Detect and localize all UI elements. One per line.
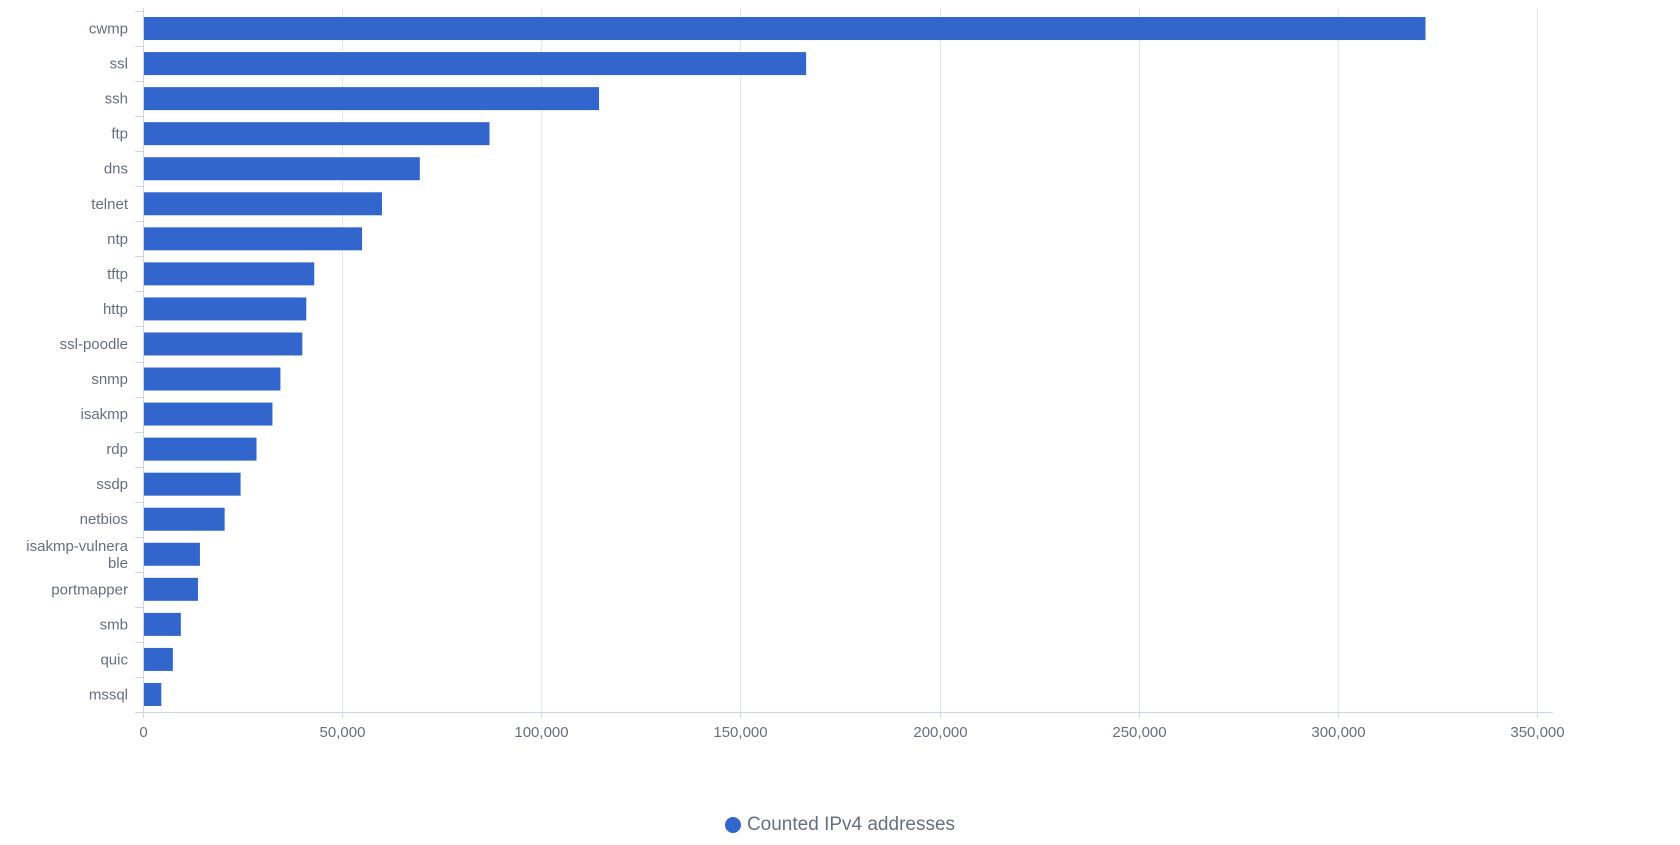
category-label-smb: smb <box>100 616 128 633</box>
x-tick-label: 100,000 <box>514 724 568 741</box>
category-label-line: netbios <box>80 511 128 528</box>
bar-cwmp[interactable] <box>144 17 1426 41</box>
category-label-line: isakmp-vulnera <box>26 538 128 555</box>
category-label-quic: quic <box>100 651 128 668</box>
category-label-line: ntp <box>107 231 128 248</box>
category-label-line: ble <box>108 555 128 572</box>
category-label-line: quic <box>100 651 128 668</box>
legend[interactable]: Counted IPv4 addresses <box>0 814 1680 836</box>
category-label-ssl-poodle: ssl-poodle <box>60 336 128 353</box>
x-tick-label: 200,000 <box>913 724 967 741</box>
category-label-line: http <box>103 301 128 318</box>
category-label-line: mssql <box>89 686 128 703</box>
bar-ssl-poodle[interactable] <box>144 332 303 356</box>
bar-ssdp[interactable] <box>144 472 241 496</box>
bar-smb[interactable] <box>144 612 181 636</box>
x-tick-label: 350,000 <box>1510 724 1564 741</box>
bar-ssl[interactable] <box>144 52 807 76</box>
bar-rdp[interactable] <box>144 437 257 461</box>
category-label-ftp: ftp <box>111 126 128 143</box>
category-label-ssdp: ssdp <box>96 476 128 493</box>
x-tick-label: 0 <box>139 724 147 741</box>
bar-ntp[interactable] <box>144 227 363 251</box>
category-label-line: smb <box>100 616 128 633</box>
category-label-tftp: tftp <box>107 266 128 283</box>
category-label-line: cwmp <box>89 21 128 38</box>
x-tick-label: 150,000 <box>713 724 767 741</box>
category-label-line: telnet <box>91 196 129 213</box>
category-label-ntp: ntp <box>107 231 128 248</box>
x-tick-label: 50,000 <box>320 724 366 741</box>
category-label-line: ftp <box>111 126 128 143</box>
category-label-telnet: telnet <box>91 196 129 213</box>
category-labels: cwmp ssl ssh ftp dns telnet ntp tftp http ssl-poo… <box>26 21 129 704</box>
category-label-ssl: ssl <box>110 56 128 73</box>
bar-dns[interactable] <box>144 157 420 181</box>
bar-netbios[interactable] <box>144 507 225 531</box>
category-label-cwmp: cwmp <box>89 21 128 38</box>
bar-ftp[interactable] <box>144 122 490 146</box>
x-tick-labels: 0 50,000 100,000 150,000 200,000 250,000 300,0… <box>139 724 1564 741</box>
category-label-line: portmapper <box>51 581 128 598</box>
category-label-portmapper: portmapper <box>51 581 128 598</box>
legend-label: Counted IPv4 addresses <box>746 814 956 835</box>
category-label-dns: dns <box>104 161 128 178</box>
bar-http[interactable] <box>144 297 307 321</box>
x-tick-label: 300,000 <box>1311 724 1365 741</box>
bar-telnet[interactable] <box>144 192 382 216</box>
bars <box>144 17 1426 706</box>
category-label-line: dns <box>104 161 128 178</box>
gridlines <box>342 8 1538 712</box>
bar-ssh[interactable] <box>144 87 600 111</box>
category-label-line: tftp <box>107 266 128 283</box>
bar-portmapper[interactable] <box>144 577 198 601</box>
bar-isakmp-vulnerable[interactable] <box>144 542 200 566</box>
circle-marker-icon <box>724 817 741 833</box>
bar-tftp[interactable] <box>144 262 315 286</box>
category-label-line: snmp <box>91 371 128 388</box>
category-label-rdp: rdp <box>106 441 128 458</box>
category-label-line: ssl <box>110 56 128 73</box>
category-label-http: http <box>103 301 128 318</box>
bar-snmp[interactable] <box>144 367 281 391</box>
category-label-isakmp: isakmp <box>80 406 128 423</box>
bar-mssql[interactable] <box>144 682 162 706</box>
category-label-line: isakmp <box>80 406 128 423</box>
category-label-isakmp-vulnerable: isakmp-vulnera ble <box>26 538 128 572</box>
category-label-line: ssdp <box>96 476 128 493</box>
category-label-line: ssl-poodle <box>60 336 128 353</box>
category-label-mssql: mssql <box>89 686 128 703</box>
bar-isakmp[interactable] <box>144 402 273 426</box>
category-label-netbios: netbios <box>80 511 128 528</box>
category-label-snmp: snmp <box>91 371 128 388</box>
category-label-ssh: ssh <box>105 91 128 108</box>
category-label-line: ssh <box>105 91 128 108</box>
axes <box>135 8 1553 718</box>
x-tick-label: 250,000 <box>1112 724 1166 741</box>
category-label-line: rdp <box>106 441 128 458</box>
bar-quic[interactable] <box>144 647 173 671</box>
